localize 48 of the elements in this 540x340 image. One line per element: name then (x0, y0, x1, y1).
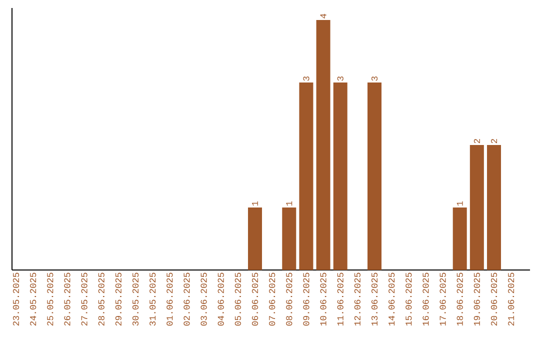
data-label: 2 (490, 139, 497, 144)
data-label: 3 (337, 76, 344, 81)
x-tick-label: 20.06.2025 (490, 272, 498, 326)
x-tick-label: 19.06.2025 (474, 272, 480, 326)
x-tick-label: 24.05.2025 (30, 272, 36, 326)
x-tick-label: 27.05.2025 (81, 272, 88, 326)
x-tick-label: 11.06.2025 (337, 272, 344, 326)
x-tick-label: 14.06.2025 (388, 272, 395, 326)
data-label: 4 (320, 14, 326, 18)
x-tick-label: 12.06.2025 (354, 272, 360, 326)
x-tick-label: 29.05.2025 (115, 272, 122, 326)
x-tick-label: 26.05.2025 (64, 272, 70, 326)
data-label: 1 (286, 201, 292, 206)
x-tick-label: 31.05.2025 (150, 272, 156, 326)
bar (299, 82, 314, 270)
bar (282, 208, 296, 270)
x-tick-label: 28.05.2025 (98, 272, 104, 326)
x-tick-label: 09.06.2025 (303, 272, 310, 326)
bar (316, 20, 330, 270)
bar (452, 208, 467, 270)
data-label: 1 (456, 201, 463, 206)
x-tick-label: 03.06.2025 (200, 272, 207, 326)
x-tick-label: 07.06.2025 (269, 272, 276, 326)
bar (367, 82, 382, 270)
bar (470, 145, 484, 270)
bar (248, 208, 262, 270)
x-tick-label: 18.06.2025 (456, 272, 463, 326)
data-label: 2 (474, 139, 480, 144)
x-tick-label: 08.06.2025 (286, 272, 292, 326)
data-label: 1 (252, 201, 258, 206)
x-tick-label: 17.06.2025 (440, 272, 446, 326)
bar (333, 82, 348, 270)
x-tick-label: 21.06.2025 (508, 272, 514, 326)
x-tick-label: 23.05.2025 (12, 272, 20, 326)
bar (486, 145, 501, 270)
x-tick-label: 15.06.2025 (406, 272, 412, 326)
x-tick-label: 16.06.2025 (422, 272, 429, 326)
x-tick-label: 25.05.2025 (47, 272, 54, 326)
x-tick-label: 30.05.2025 (132, 272, 139, 326)
x-tick-label: 02.06.2025 (184, 272, 190, 326)
x-tick-label: 04.06.2025 (218, 272, 224, 326)
x-tick-label: 13.06.2025 (371, 272, 378, 326)
x-tick-label: 05.06.2025 (234, 272, 241, 326)
x-tick-label: 10.06.2025 (320, 272, 326, 326)
x-tick-label: 06.06.2025 (252, 272, 258, 326)
x-tick-label: 01.06.2025 (166, 272, 173, 326)
data-label: 3 (303, 76, 310, 81)
data-label: 3 (371, 76, 378, 81)
